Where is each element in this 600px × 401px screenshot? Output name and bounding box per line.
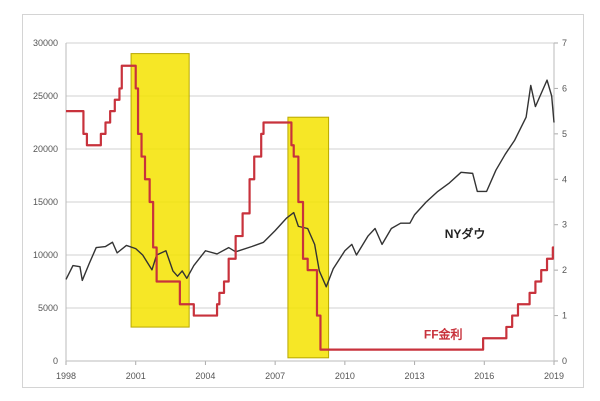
x-tick-label: 2010 bbox=[335, 371, 355, 381]
y-right-tick-label: 5 bbox=[562, 129, 567, 139]
y-left-tick-label: 30000 bbox=[33, 38, 58, 48]
x-tick-label: 2019 bbox=[544, 371, 564, 381]
y-right-tick-label: 0 bbox=[562, 356, 567, 366]
y-left-tick-label: 0 bbox=[53, 356, 58, 366]
y-left-tick-label: 5000 bbox=[38, 303, 58, 313]
x-tick-label: 2007 bbox=[265, 371, 285, 381]
series-label: NYダウ bbox=[445, 226, 486, 241]
y-left-tick-label: 20000 bbox=[33, 144, 58, 154]
y-right-tick-label: 6 bbox=[562, 83, 567, 93]
y-left-tick-label: 25000 bbox=[33, 91, 58, 101]
x-tick-label: 1998 bbox=[56, 371, 76, 381]
x-tick-label: 2004 bbox=[195, 371, 215, 381]
y-right-tick-label: 7 bbox=[562, 38, 567, 48]
y-right-tick-label: 4 bbox=[562, 174, 567, 184]
ny-dow-line bbox=[65, 79, 555, 288]
x-tick-label: 2013 bbox=[405, 371, 425, 381]
x-tick-label: 2001 bbox=[126, 371, 146, 381]
y-right-tick-label: 3 bbox=[562, 220, 567, 230]
y-right-tick-label: 2 bbox=[562, 265, 567, 275]
chart-frame bbox=[22, 14, 584, 388]
y-left-tick-label: 10000 bbox=[33, 250, 58, 260]
series-label: FF金利 bbox=[424, 326, 463, 341]
y-right-tick-label: 1 bbox=[562, 311, 567, 321]
ff-rate-line bbox=[66, 64, 554, 351]
y-left-tick-label: 15000 bbox=[33, 197, 58, 207]
x-tick-label: 2016 bbox=[474, 371, 494, 381]
